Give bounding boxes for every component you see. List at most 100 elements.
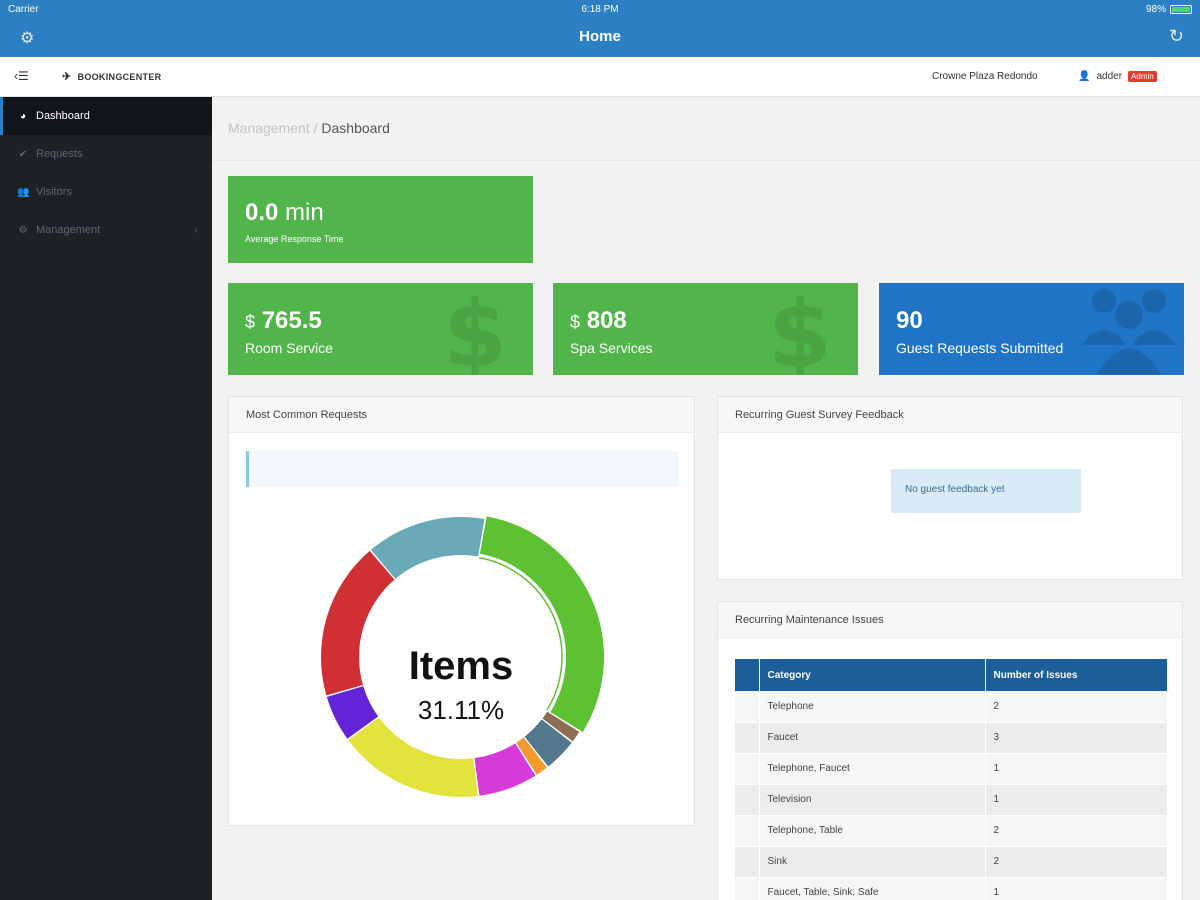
cell-category: Telephone (759, 691, 986, 723)
breadcrumb: Management / Dashboard (228, 120, 390, 136)
table-row: Faucet 3 (735, 722, 1167, 754)
user-name: adder (1096, 71, 1123, 82)
spa-services-amount: 808 (586, 307, 627, 334)
donut-slice[interactable] (479, 516, 604, 733)
table-row: Sink 2 (735, 846, 1167, 878)
divider (212, 160, 1200, 161)
spa-services-value: $ 808 (570, 307, 627, 335)
currency-symbol: $ (570, 312, 581, 332)
role-badge: Admin (1128, 71, 1157, 82)
common-requests-panel: Most Common Requests Items 31.11% (228, 396, 695, 826)
room-service-value: $ 765.5 (245, 307, 322, 335)
cell-category: Sink (759, 846, 986, 878)
battery-indicator: 98% (1146, 4, 1192, 15)
cell-category: Telephone, Faucet (759, 753, 986, 785)
table-row: Television 1 (735, 784, 1167, 816)
ios-navigation-bar: Carrier 6:18 PM 98% ⚙ Home ↻ (0, 0, 1200, 57)
gear-icon[interactable]: ⚙ (20, 30, 35, 47)
donut-slice[interactable] (474, 743, 536, 796)
cell-category: Television (759, 784, 986, 816)
user-menu[interactable]: 👤 adder Admin (1078, 71, 1157, 82)
cell-category: Faucet, Table, Sink, Safe (759, 877, 986, 900)
room-service-label: Room Service (245, 340, 333, 356)
donut-chart: Items 31.11% (321, 516, 604, 797)
donut-slice[interactable] (326, 686, 379, 739)
column-header-category[interactable]: Category (759, 659, 986, 691)
gear-icon: ⚙ (18, 224, 28, 236)
maintenance-issues-panel: Recurring Maintenance Issues Category Nu… (717, 601, 1183, 900)
status-time: 6:18 PM (581, 4, 619, 15)
info-strip (246, 451, 679, 487)
response-time-number: 0.0 (245, 199, 279, 226)
sidebar-item-label: Dashboard (36, 110, 90, 122)
panel-title: Recurring Guest Survey Feedback (718, 397, 1182, 433)
nav-title: Home (579, 28, 621, 45)
cell-issue-count: 3 (985, 722, 1167, 754)
table-row: Faucet, Table, Sink, Safe 1 (735, 877, 1167, 900)
spa-services-tile: $ $ 808 Spa Services (553, 283, 858, 375)
dollar-icon: $ (442, 283, 507, 375)
sidebar-item-management[interactable]: ⚙ Management ‹ (0, 211, 212, 249)
breadcrumb-separator: / (309, 120, 322, 136)
response-time-label: Average Response Time (245, 234, 344, 244)
sidebar-item-dashboard[interactable]: ◕ Dashboard (0, 97, 212, 135)
donut-slice[interactable] (516, 737, 547, 775)
table-row: Telephone 2 (735, 691, 1167, 723)
sidebar-item-requests[interactable]: ✔ Requests (0, 135, 212, 173)
column-header-issues[interactable]: Number of Issues (985, 659, 1167, 691)
response-time-tile: 0.0 min Average Response Time (228, 176, 533, 263)
user-icon: 👤 (1078, 71, 1091, 82)
battery-percent: 98% (1145, 4, 1166, 15)
row-spacer (735, 846, 760, 878)
app-header: ‹☰ ✈ BOOKINGCENTER Crowne Plaza Redondo … (0, 57, 1200, 97)
table-header-row: Category Number of Issues (735, 659, 1167, 691)
brand-icon: ✈ (62, 71, 72, 83)
row-spacer (735, 722, 760, 754)
check-icon: ✔ (18, 148, 28, 160)
sidebar-toggle-button[interactable]: ‹☰ (14, 69, 29, 83)
donut-center-value: 31.11% (418, 695, 504, 725)
hotel-selector[interactable]: Crowne Plaza Redondo (932, 71, 1038, 82)
panel-title: Recurring Maintenance Issues (718, 602, 1182, 638)
row-spacer (735, 877, 760, 900)
refresh-icon[interactable]: ↻ (1168, 26, 1184, 46)
users-icon: 👥 (17, 186, 30, 198)
cell-category: Faucet (759, 722, 986, 754)
brand-name: BOOKINGCENTER (77, 71, 162, 82)
table-row: Telephone, Table 2 (735, 815, 1167, 847)
response-time-value: 0.0 min (245, 199, 324, 227)
spa-services-label: Spa Services (570, 340, 653, 356)
donut-slice[interactable] (321, 550, 395, 696)
room-service-tile: $ $ 765.5 Room Service (228, 283, 533, 375)
breadcrumb-parent[interactable]: Management (228, 120, 310, 136)
row-spacer (735, 815, 760, 847)
empty-feedback-message: No guest feedback yet (891, 469, 1081, 513)
donut-slice-highlight (478, 556, 563, 711)
sidebar-item-label: Management (36, 224, 101, 236)
table-row: Telephone, Faucet 1 (735, 753, 1167, 785)
cell-issue-count: 1 (985, 877, 1167, 900)
cell-issue-count: 1 (985, 753, 1167, 785)
battery-icon (1170, 5, 1192, 14)
donut-slice[interactable] (524, 719, 572, 767)
cell-issue-count: 2 (985, 846, 1167, 878)
users-icon (1082, 289, 1176, 375)
currency-symbol: $ (245, 312, 256, 332)
row-spacer (735, 784, 760, 816)
guest-requests-label: Guest Requests Submitted (896, 340, 1064, 356)
donut-slice[interactable] (348, 717, 478, 797)
sidebar-item-label: Requests (36, 148, 83, 160)
donut-slice[interactable] (370, 517, 485, 579)
cell-issue-count: 2 (985, 691, 1167, 723)
status-bar: Carrier 6:18 PM 98% (0, 0, 1200, 20)
cell-issue-count: 2 (985, 815, 1167, 847)
brand-logo[interactable]: ✈ BOOKINGCENTER (62, 70, 161, 83)
donut-slice[interactable] (542, 711, 580, 742)
row-spacer (735, 691, 760, 723)
survey-feedback-panel: Recurring Guest Survey Feedback No guest… (717, 396, 1183, 580)
carrier-label: Carrier (8, 4, 39, 15)
cell-issue-count: 1 (985, 784, 1167, 816)
sidebar-item-visitors[interactable]: 👥 Visitors (0, 173, 212, 211)
guest-requests-value: 90 (896, 307, 923, 334)
dollar-icon: $ (767, 283, 832, 375)
